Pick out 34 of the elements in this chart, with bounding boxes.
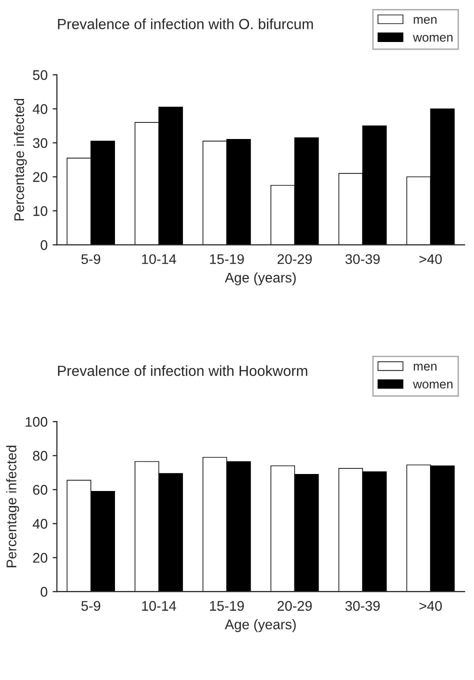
x-tick-label: 20-29 — [278, 254, 312, 264]
y-tick-label: 0 — [40, 240, 48, 250]
y-axis-title: Percentage infected — [14, 98, 27, 220]
legend-label: men — [414, 16, 436, 24]
x-tick-label: 15-19 — [210, 600, 244, 611]
legend-label: women — [412, 34, 452, 42]
y-tick-label: 60 — [33, 484, 48, 495]
y-tick-label: 0 — [40, 586, 48, 597]
x-axis-title: Age (years) — [224, 619, 296, 632]
x-tick-label: 30-39 — [345, 254, 380, 264]
y-tick-label: 40 — [32, 518, 48, 529]
chart-title: Prevalence of infection with O. bifurcum — [58, 18, 313, 30]
x-tick-label: >40 — [419, 600, 442, 611]
x-tick-label: 5-9 — [81, 254, 100, 264]
x-tick-label: 5-9 — [81, 600, 100, 611]
chart-title: Prevalence of infection with Hookworm — [58, 365, 308, 376]
y-tick-label: 30 — [32, 138, 48, 148]
x-axis-title: Age (years) — [224, 272, 296, 286]
x-tick-label: 10-14 — [142, 600, 176, 611]
y-tick-label: 20 — [33, 172, 48, 182]
x-tick-label: 30-39 — [345, 600, 380, 611]
x-tick-label: 20-29 — [278, 600, 312, 611]
x-tick-label: >40 — [419, 254, 442, 264]
y-tick-label: 50 — [32, 70, 48, 80]
y-tick-label: 10 — [33, 206, 48, 216]
y-tick-label: 100 — [26, 416, 48, 427]
legend-label: women — [412, 382, 452, 389]
y-tick-label: 80 — [33, 450, 48, 461]
y-axis-title: Percentage infected — [6, 446, 20, 568]
y-tick-label: 20 — [33, 552, 48, 563]
legend-label: men — [414, 364, 436, 371]
y-tick-label: 40 — [32, 104, 48, 114]
x-tick-label: 10-14 — [142, 254, 176, 264]
x-tick-label: 15-19 — [210, 254, 244, 264]
